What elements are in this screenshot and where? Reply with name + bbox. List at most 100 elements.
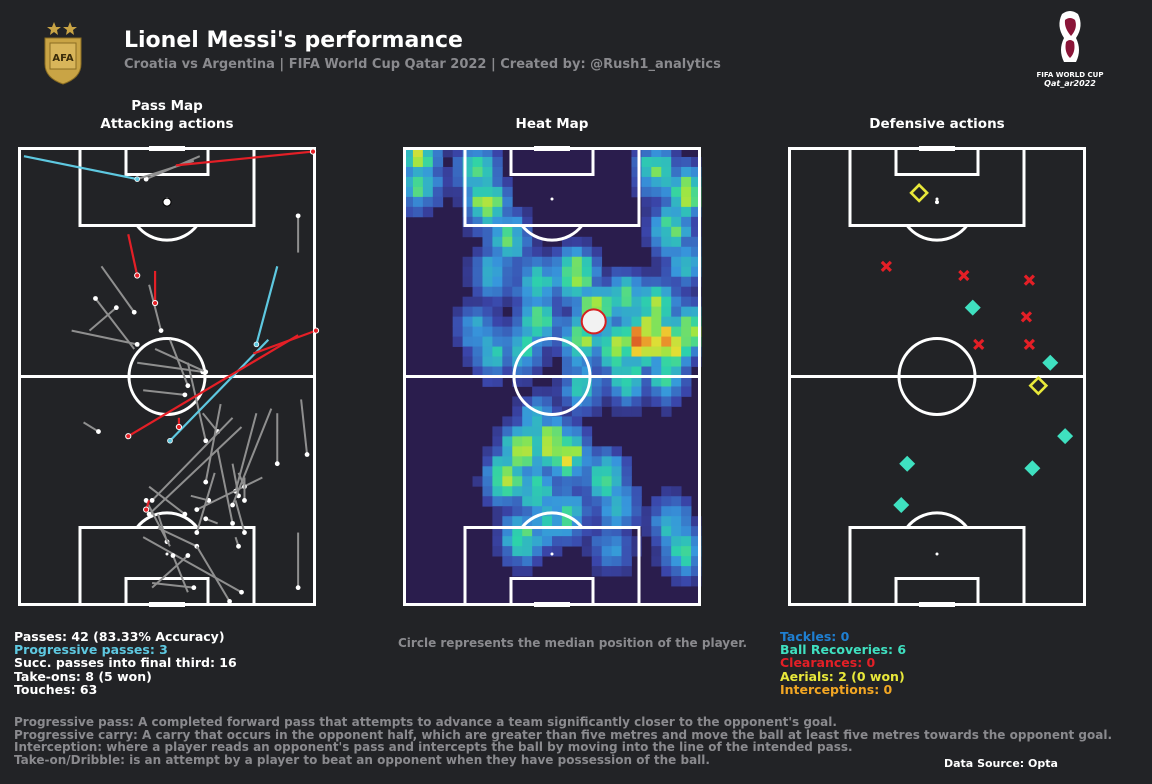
heatmap-cell [671,396,682,407]
heatmap-cell [661,296,672,308]
heatmap-cell [661,196,672,208]
pass-end-point [227,599,232,604]
pass-line [172,555,189,593]
heatmap-cell [502,206,513,218]
heatmap-cell [631,396,642,407]
heatmap-cell [462,147,473,158]
heatmap-cell [492,216,503,228]
heatmap-cell [671,206,682,218]
penalty-spot-bottom [165,552,169,556]
heatmap-cell [542,426,553,437]
heatmap-cell [561,376,573,387]
heatmap-cell [502,196,513,208]
pass-end-point [170,553,176,558]
heatmap-cell [492,256,503,268]
heatmap-cell [611,386,622,397]
heatmap-cell [641,226,652,238]
heatmap-cell [571,486,583,497]
heatmap-cell [691,266,702,278]
heatmap-cell [581,456,593,467]
heatmap-cell [591,356,603,367]
heatmap-cell [621,396,632,407]
heatmap-cell [502,486,513,497]
heatmap-cell [492,526,503,537]
heatmap-cell [512,556,523,567]
stat-progressive-passes: Progressive passes: 3 [14,642,168,658]
heatmap-cell [512,526,523,537]
heatmap-cell [512,456,523,467]
heatmap-cell [631,496,642,507]
heatmap-cell [492,196,503,208]
heatmap-cell [522,306,533,318]
heatmap-cell [671,576,682,587]
heatmap-cell [571,256,583,268]
heatmap-cell [681,386,692,397]
heatmap-cell [621,476,632,487]
heatmap-cell [422,166,434,178]
heatmap-cell [571,306,583,318]
heatmap-cell [631,266,642,278]
heatmap-cell [651,256,662,268]
heatmap-cell [522,296,533,308]
heatmap-cell [671,256,682,268]
heatmap-cell [512,336,523,347]
heatmap-cell [542,386,553,397]
heatmap-cell [661,156,672,168]
heatmap-cell [571,366,583,377]
heatmap-cell [462,316,473,328]
heatmap-cell [661,496,672,507]
heatmap-cell [462,206,473,218]
heatmap-cell [482,466,493,477]
heatmap-cell [561,496,573,507]
heatmap-cell [492,266,503,278]
heatmap-cell [532,276,543,288]
heatmap-cell [681,206,692,218]
heatmap-cell [502,446,513,457]
stat-passes: Passes: 42 (83.33% Accuracy) [14,629,225,644]
heatmap-cell [571,246,583,258]
pass-line [204,403,222,483]
heatmap-cell [412,176,424,188]
pass-line [234,412,258,492]
heatmap-cell [581,396,593,407]
heatmap-cell [591,376,603,387]
heatmap-cell [472,326,483,337]
heatmap-cell [651,336,662,347]
heatmap-cell [641,186,652,198]
heatmap-cell [552,546,563,557]
heatmap-cell [611,396,622,407]
heatmap-cell [482,216,493,228]
heatmap-cell [681,506,692,517]
heatmap-cell [552,326,563,337]
stat-take-ons: Take-ons: 8 (5 won) [14,668,152,684]
heatmap-cell [542,526,553,537]
heatmap-cell [502,276,513,288]
heatmap-cell [502,366,513,377]
heatmap-cell [571,276,583,288]
heatmap-cell [512,466,523,477]
heatmap-cell [561,286,573,298]
heatmap-cell [591,296,603,308]
heatmap-cell [522,406,533,417]
center-circle [127,337,207,416]
afa-logo-text: AFA [52,53,73,64]
heatmap-cell [651,246,662,258]
heatmap-cell [522,206,533,218]
heatmap-cell [671,176,682,188]
heatmap-cell [641,276,652,288]
heatmap-cell [502,496,513,507]
heatmap-cell [641,516,652,527]
heatmap-cell [681,236,692,248]
ball-recovery-marker [1024,460,1041,477]
heatmap-cell [621,496,632,507]
heatmap-cell [661,266,672,278]
heatmap-cell [681,566,692,577]
heatmap-cell [661,546,672,557]
heatmap-cell [691,546,702,557]
heatmap-cell [482,226,493,238]
heatmap-cell [542,326,553,337]
heatmap-cell [651,286,662,298]
heatmap-cell [601,506,612,517]
heatmap-cell [472,226,483,238]
heatmap-cell [611,356,622,367]
